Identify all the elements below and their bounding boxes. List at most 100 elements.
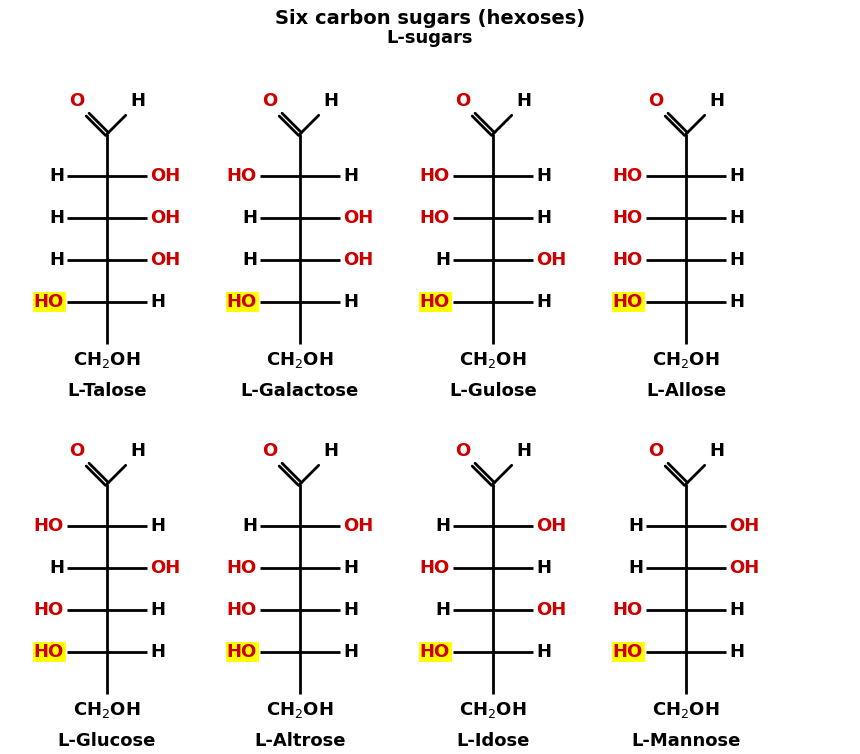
Text: H: H	[49, 209, 64, 227]
Text: HO: HO	[227, 293, 257, 311]
Text: CH$_2$OH: CH$_2$OH	[459, 700, 527, 720]
Text: O: O	[648, 92, 663, 110]
Text: H: H	[49, 167, 64, 185]
Text: H: H	[729, 167, 744, 185]
Text: OH: OH	[729, 517, 759, 535]
Bar	[226, 642, 259, 662]
Text: H: H	[150, 643, 165, 661]
Text: L-Gulose: L-Gulose	[449, 382, 537, 400]
Text: CH$_2$OH: CH$_2$OH	[267, 350, 334, 370]
Text: HO: HO	[612, 643, 643, 661]
Text: HO: HO	[612, 167, 643, 185]
Text: O: O	[69, 442, 84, 460]
Text: OH: OH	[150, 209, 181, 227]
Text: H: H	[536, 559, 551, 577]
Text: HO: HO	[612, 251, 643, 269]
Text: HO: HO	[612, 293, 643, 311]
Text: H: H	[628, 559, 643, 577]
Text: HO: HO	[420, 209, 450, 227]
Text: L-Talose: L-Talose	[67, 382, 147, 400]
Bar	[612, 642, 645, 662]
Text: HO: HO	[227, 643, 257, 661]
Text: L-Galactose: L-Galactose	[241, 382, 359, 400]
Text: H: H	[323, 92, 338, 110]
Text: H: H	[729, 209, 744, 227]
Text: H: H	[242, 251, 257, 269]
Text: CH$_2$OH: CH$_2$OH	[73, 350, 141, 370]
Text: L-Altrose: L-Altrose	[255, 732, 346, 750]
Text: H: H	[343, 559, 358, 577]
Text: HO: HO	[420, 167, 450, 185]
Text: H: H	[150, 517, 165, 535]
Text: H: H	[150, 601, 165, 619]
Text: H: H	[536, 167, 551, 185]
Text: H: H	[729, 293, 744, 311]
Text: O: O	[261, 442, 277, 460]
Text: H: H	[49, 251, 64, 269]
Text: H: H	[242, 517, 257, 535]
Text: OH: OH	[343, 209, 373, 227]
Text: CH$_2$OH: CH$_2$OH	[267, 700, 334, 720]
Text: H: H	[516, 442, 531, 460]
Text: OH: OH	[343, 517, 373, 535]
Text: L-sugars: L-sugars	[387, 29, 473, 47]
Text: CH$_2$OH: CH$_2$OH	[652, 700, 720, 720]
Text: CH$_2$OH: CH$_2$OH	[73, 700, 141, 720]
Text: HO: HO	[34, 517, 64, 535]
Text: O: O	[648, 442, 663, 460]
Text: OH: OH	[343, 251, 373, 269]
Text: H: H	[729, 601, 744, 619]
Bar	[33, 292, 66, 312]
Text: H: H	[242, 209, 257, 227]
Text: H: H	[343, 601, 358, 619]
Text: L-Mannose: L-Mannose	[631, 732, 740, 750]
Text: O: O	[69, 92, 84, 110]
Text: H: H	[729, 251, 744, 269]
Text: HO: HO	[612, 209, 643, 227]
Text: OH: OH	[150, 559, 181, 577]
Text: HO: HO	[420, 643, 450, 661]
Text: HO: HO	[34, 293, 64, 311]
Bar	[419, 292, 452, 312]
Text: HO: HO	[34, 601, 64, 619]
Text: HO: HO	[227, 559, 257, 577]
Text: H: H	[323, 442, 338, 460]
Text: O: O	[455, 442, 470, 460]
Text: H: H	[536, 643, 551, 661]
Text: HO: HO	[34, 643, 64, 661]
Text: H: H	[343, 293, 358, 311]
Text: CH$_2$OH: CH$_2$OH	[652, 350, 720, 370]
Text: H: H	[130, 442, 145, 460]
Text: CH$_2$OH: CH$_2$OH	[459, 350, 527, 370]
Text: OH: OH	[536, 601, 566, 619]
Text: H: H	[49, 559, 64, 577]
Text: L-Allose: L-Allose	[646, 382, 726, 400]
Text: OH: OH	[536, 517, 566, 535]
Text: HO: HO	[612, 601, 643, 619]
Text: HO: HO	[227, 167, 257, 185]
Text: OH: OH	[150, 251, 181, 269]
Text: H: H	[709, 92, 724, 110]
Text: H: H	[628, 517, 643, 535]
Text: HO: HO	[420, 559, 450, 577]
Text: H: H	[729, 643, 744, 661]
Text: OH: OH	[150, 167, 181, 185]
Bar	[612, 292, 645, 312]
Text: L-Glucose: L-Glucose	[58, 732, 157, 750]
Text: H: H	[130, 92, 145, 110]
Text: H: H	[536, 209, 551, 227]
Text: H: H	[516, 92, 531, 110]
Text: H: H	[343, 167, 358, 185]
Text: L-Idose: L-Idose	[457, 732, 530, 750]
Text: O: O	[261, 92, 277, 110]
Text: H: H	[435, 251, 450, 269]
Text: OH: OH	[729, 559, 759, 577]
Bar	[419, 642, 452, 662]
Text: O: O	[455, 92, 470, 110]
Text: H: H	[435, 601, 450, 619]
Bar	[33, 642, 66, 662]
Text: H: H	[150, 293, 165, 311]
Text: H: H	[343, 643, 358, 661]
Text: HO: HO	[420, 293, 450, 311]
Text: OH: OH	[536, 251, 566, 269]
